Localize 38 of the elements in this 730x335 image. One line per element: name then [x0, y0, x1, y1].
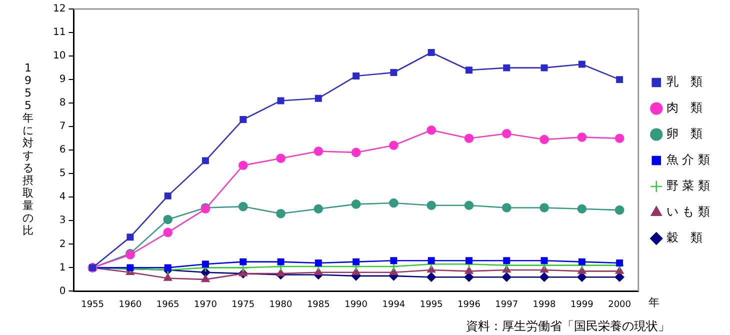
x-tick-label: 1985 [306, 300, 330, 310]
x-tick-label: 1980 [269, 300, 292, 310]
y-tick-label: 5 [59, 168, 66, 180]
x-tick-label: 2000 [608, 300, 632, 310]
y-tick-label: 3 [59, 215, 66, 226]
x-tick-label: 1965 [156, 300, 180, 310]
y-tick-label: 8 [59, 98, 66, 109]
y-tick-label: 4 [59, 192, 66, 203]
y-tick-label: 6 [59, 144, 66, 156]
x-tick-label: 1970 [194, 300, 218, 310]
text: 資料：厚生労働省「国民栄養の現状」 [466, 319, 670, 334]
y-tick-label: 12 [52, 4, 66, 15]
y-tick-label: 7 [59, 121, 66, 132]
x-axis-title: 年 [648, 296, 660, 310]
x-tick-label: 1996 [458, 300, 481, 310]
y-tick-label: 0 [59, 286, 66, 297]
legend-label: 魚 介 類 [666, 152, 710, 167]
x-tick-label: 1990 [344, 300, 368, 310]
y-tick-label: 9 [59, 74, 66, 86]
x-tick-label: 1995 [420, 300, 443, 310]
y-tick-label: 2 [59, 238, 66, 250]
x-tick-label: 1975 [232, 300, 255, 310]
legend-label: い も 類 [666, 204, 710, 219]
x-tick-label: 1998 [532, 300, 556, 310]
legend-label: 肉 類 [666, 100, 702, 115]
legend-label: 野 菜 類 [666, 178, 710, 193]
y-tick-label: 11 [52, 27, 66, 38]
legend-label: 乳 類 [666, 74, 702, 89]
x-tick-label: 1999 [570, 300, 594, 310]
legend-label: 穀 類 [666, 230, 702, 245]
text: 1955年に対する摂取量の比 [22, 62, 34, 238]
y-tick-label: 1 [59, 262, 66, 274]
x-tick-label: 1994 [382, 300, 406, 310]
x-tick-label: 1960 [118, 300, 142, 310]
x-tick-label: 1997 [495, 300, 518, 310]
y-tick-label: 10 [52, 50, 66, 62]
legend-label: 卵 類 [666, 126, 702, 141]
x-tick-label: 1955 [81, 300, 104, 310]
